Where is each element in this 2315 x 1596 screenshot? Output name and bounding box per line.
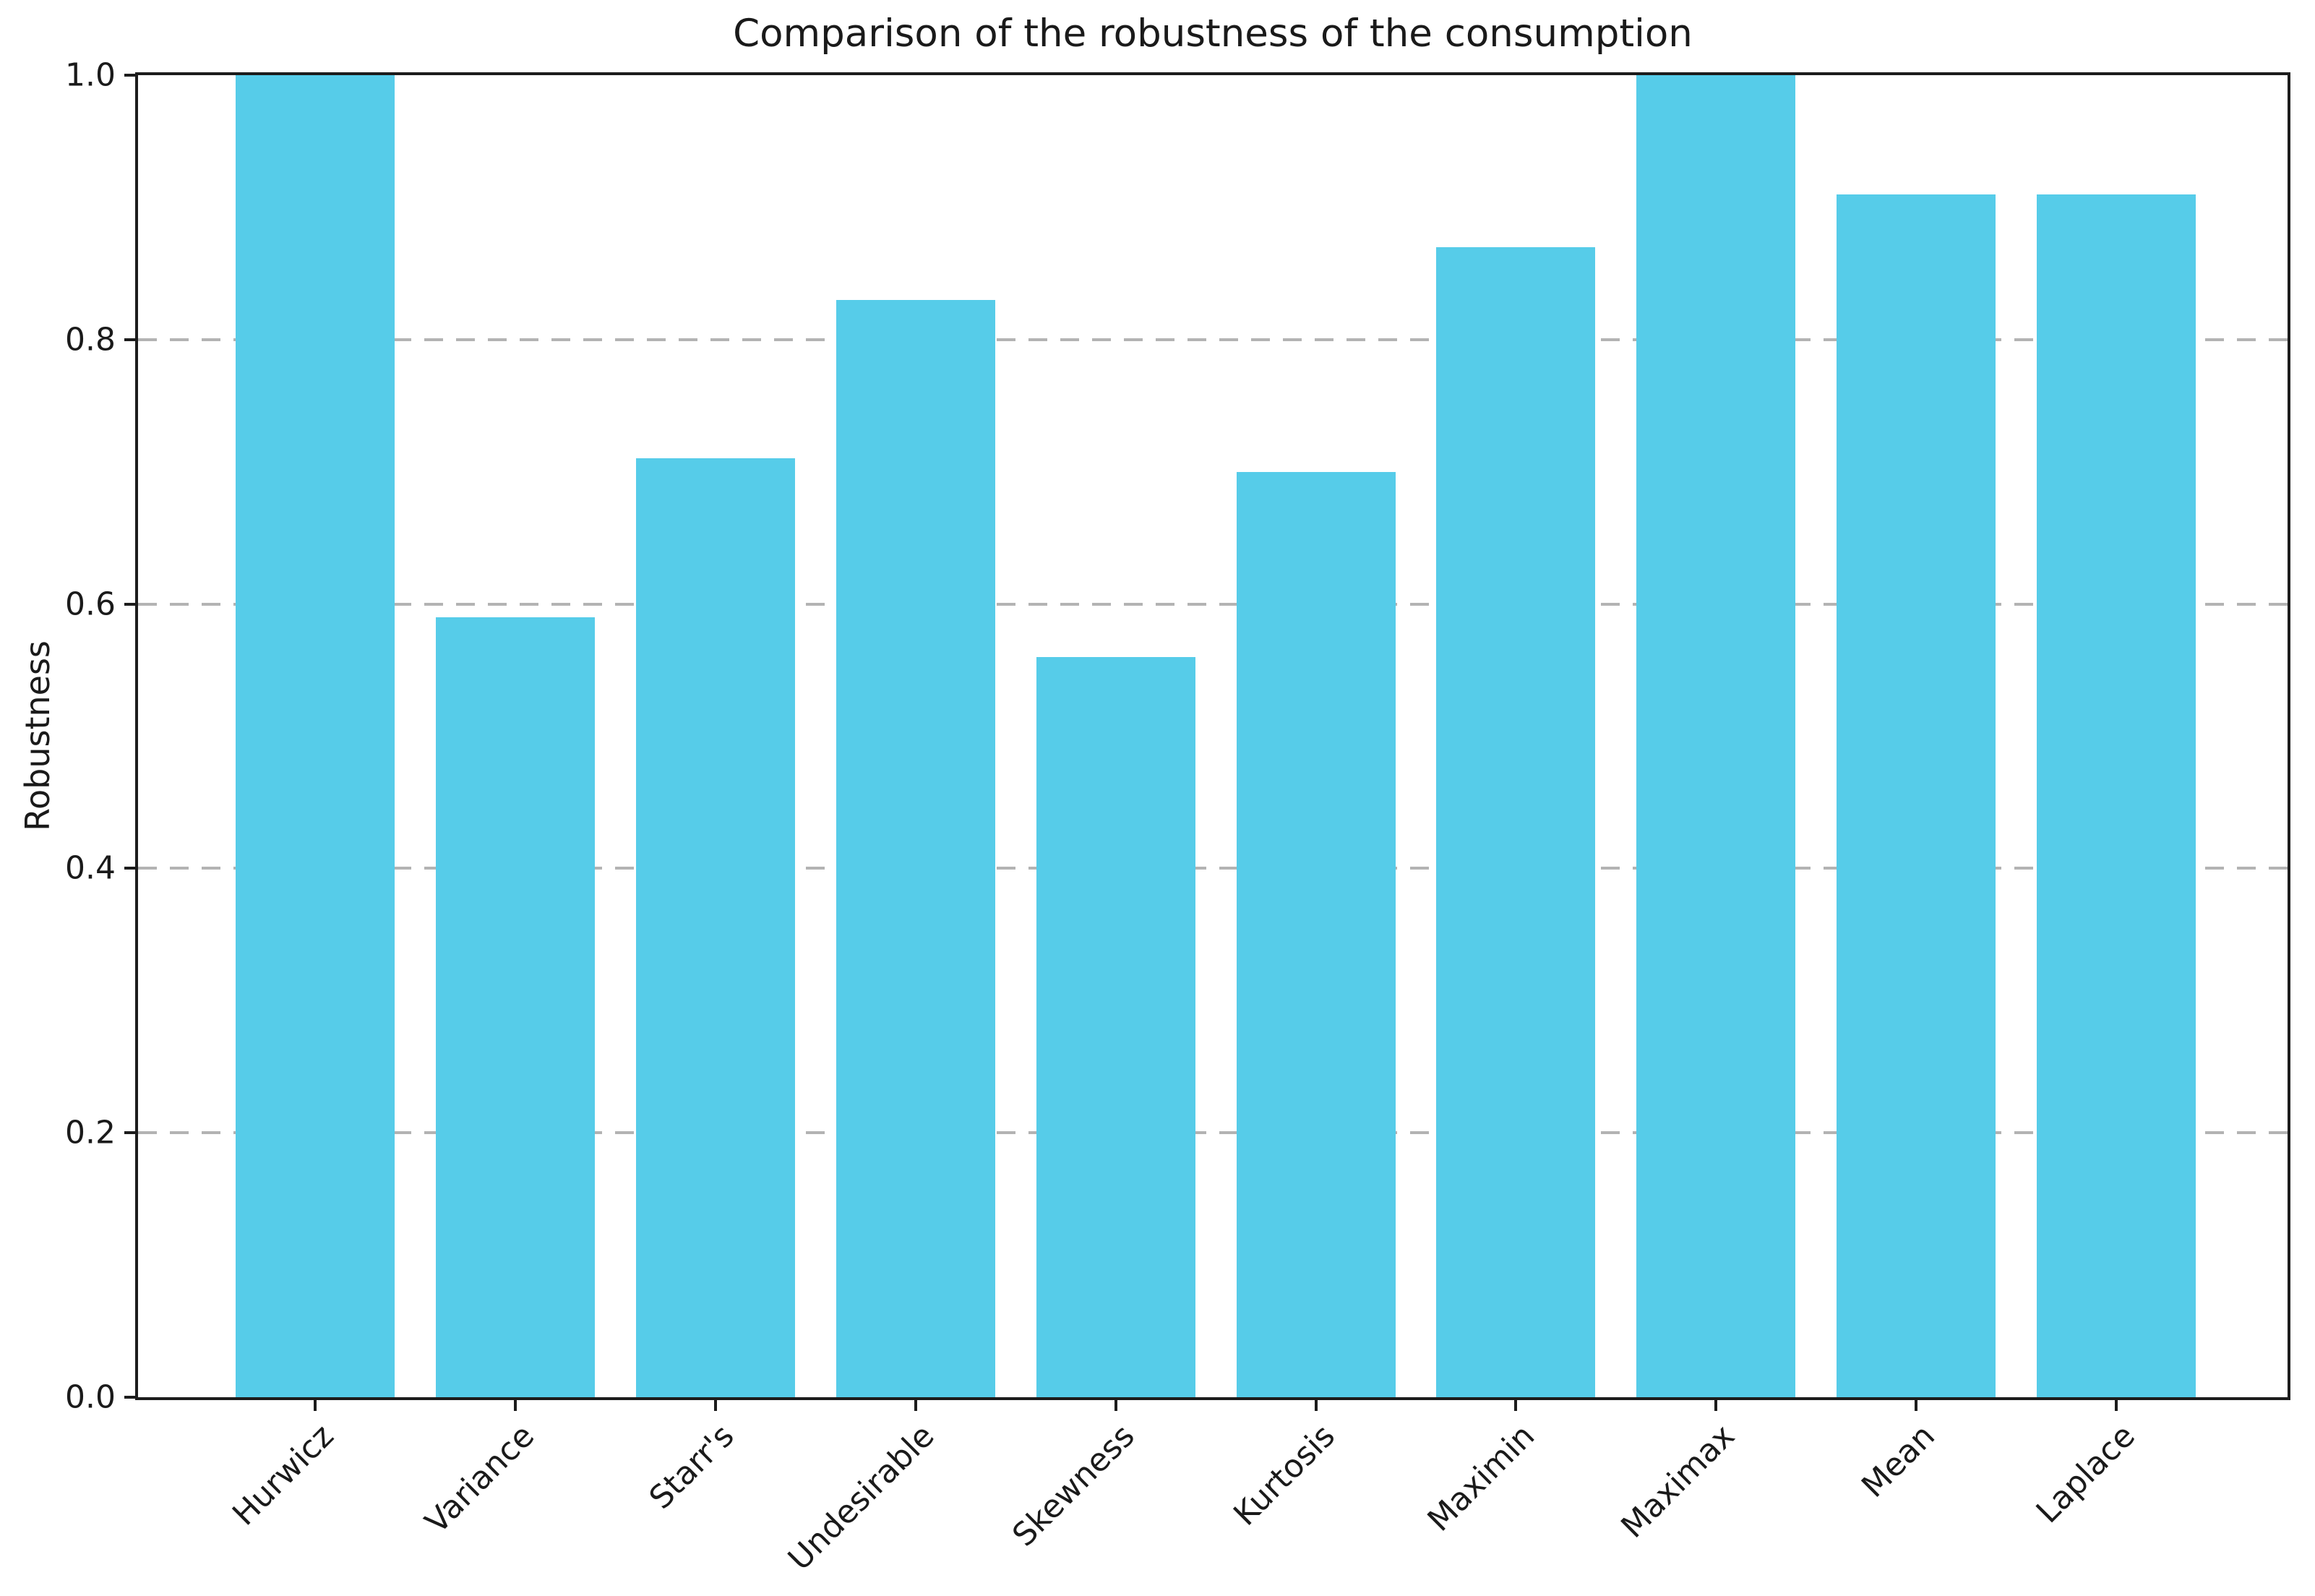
y-tick-label-0.8: 0.8 bbox=[65, 321, 116, 359]
x-tick-label-skewness: Skewness bbox=[1005, 1417, 1142, 1554]
x-tick-mark-laplace bbox=[2115, 1400, 2118, 1411]
x-tick-mark-kurtosis bbox=[1314, 1400, 1318, 1411]
plot-area bbox=[135, 72, 2290, 1400]
y-tick-label-0.6: 0.6 bbox=[65, 585, 116, 623]
x-tick-label-hurwicz: Hurwicz bbox=[226, 1417, 342, 1533]
x-tick-mark-undesirable bbox=[914, 1400, 917, 1411]
bar-undesirable bbox=[836, 299, 995, 1397]
bar-variance bbox=[435, 617, 595, 1397]
x-tick-label-variance: Variance bbox=[418, 1417, 541, 1541]
y-tick-mark-0.6 bbox=[124, 602, 135, 606]
y-tick-mark-1.0 bbox=[124, 74, 135, 77]
x-tick-mark-mean bbox=[1915, 1400, 1918, 1411]
y-tick-label-1.0: 1.0 bbox=[65, 56, 116, 94]
x-tick-label-maximin: Maximin bbox=[1420, 1417, 1542, 1539]
y-tick-label-0.0: 0.0 bbox=[65, 1378, 116, 1416]
x-tick-mark-maximin bbox=[1514, 1400, 1518, 1411]
bar-maximin bbox=[1436, 246, 1596, 1397]
y-tick-mark-0.2 bbox=[124, 1131, 135, 1135]
bar-starr-s bbox=[635, 458, 795, 1397]
bar-laplace bbox=[2037, 194, 2196, 1397]
plot-inner bbox=[138, 75, 2288, 1397]
gridline-y-0.8 bbox=[138, 338, 2288, 341]
y-tick-label-0.4: 0.4 bbox=[65, 849, 116, 887]
x-tick-label-laplace: Laplace bbox=[2029, 1417, 2143, 1531]
bar-mean bbox=[1837, 194, 1996, 1397]
bar-hurwicz bbox=[236, 75, 395, 1397]
x-tick-label-undesirable: Undesirable bbox=[781, 1417, 942, 1578]
bar-maximax bbox=[1636, 75, 1796, 1397]
y-tick-label-0.2: 0.2 bbox=[65, 1114, 116, 1151]
x-tick-mark-maximax bbox=[1714, 1400, 1718, 1411]
x-tick-label-mean: Mean bbox=[1855, 1417, 1943, 1505]
gridline-y-0.6 bbox=[138, 602, 2288, 606]
x-tick-label-maximax: Maximax bbox=[1614, 1417, 1743, 1545]
x-tick-mark-variance bbox=[513, 1400, 517, 1411]
x-tick-mark-hurwicz bbox=[314, 1400, 317, 1411]
y-tick-mark-0.4 bbox=[124, 867, 135, 870]
x-tick-mark-skewness bbox=[1114, 1400, 1117, 1411]
x-tick-label-kurtosis: Kurtosis bbox=[1226, 1417, 1342, 1533]
chart-title: Comparison of the robustness of the cons… bbox=[733, 12, 1693, 56]
gridline-y-0.2 bbox=[138, 1131, 2288, 1135]
x-tick-mark-starr-s bbox=[713, 1400, 717, 1411]
x-tick-label-starr-s: Starr's bbox=[642, 1417, 742, 1516]
y-tick-mark-0.8 bbox=[124, 338, 135, 341]
y-tick-mark-0.0 bbox=[124, 1396, 135, 1399]
y-axis-label: Robustness bbox=[18, 640, 57, 831]
bar-skewness bbox=[1036, 656, 1195, 1397]
bar-kurtosis bbox=[1236, 471, 1396, 1397]
gridline-y-0.4 bbox=[138, 867, 2288, 870]
